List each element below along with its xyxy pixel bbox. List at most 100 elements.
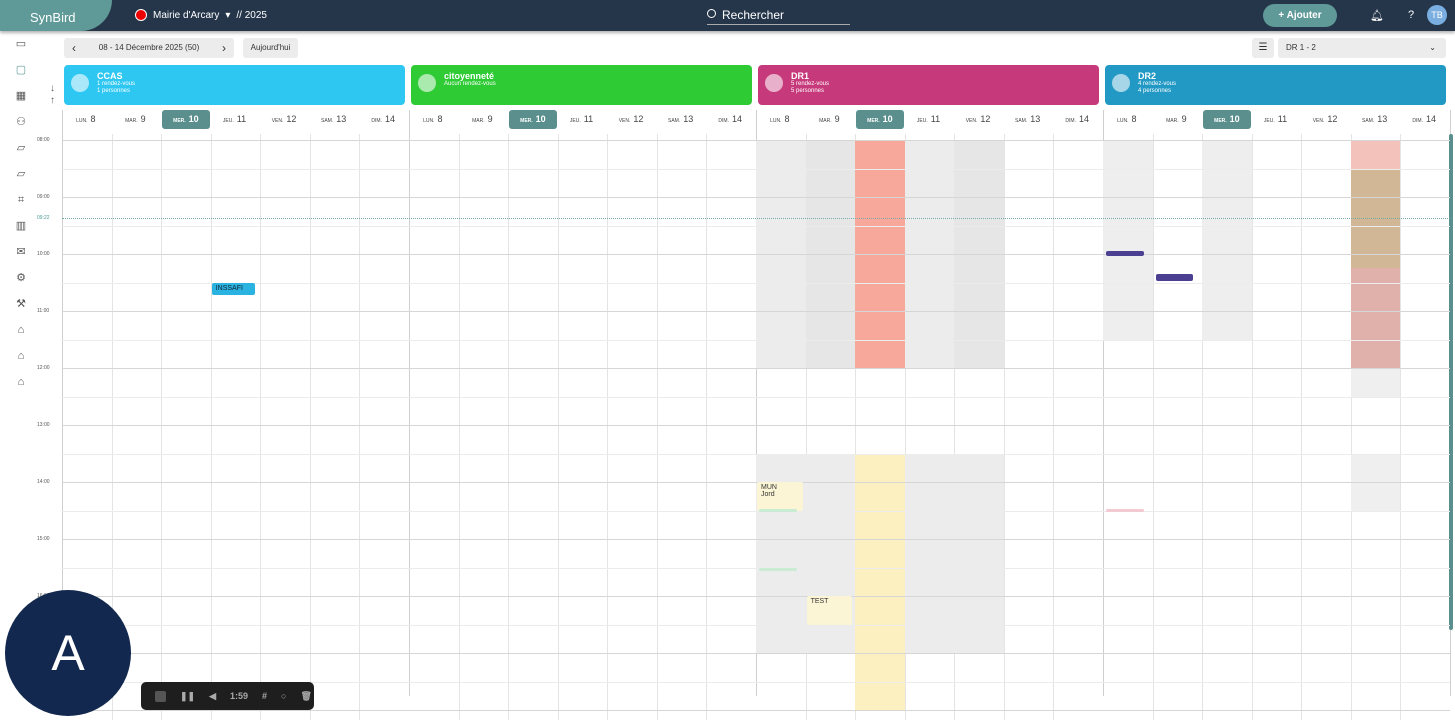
day-header[interactable]: MAR. 9 xyxy=(459,110,507,129)
day-header[interactable]: MER. 10 xyxy=(1203,110,1251,129)
day-divider xyxy=(1053,134,1055,720)
day-header[interactable]: JEU. 11 xyxy=(1252,110,1300,129)
graduation-icon[interactable]: ⌂ xyxy=(17,324,25,336)
folder-icon[interactable]: ▱ xyxy=(16,168,26,180)
day-number: 10 xyxy=(1229,114,1240,124)
day-header[interactable]: SAM. 13 xyxy=(310,110,358,129)
today-button[interactable]: Aujourd'hui xyxy=(243,38,298,58)
mute-icon[interactable]: ◀ xyxy=(209,690,217,701)
day-header[interactable]: MAR. 9 xyxy=(1153,110,1201,129)
day-header[interactable]: MER. 10 xyxy=(856,110,904,129)
availability-block xyxy=(1350,268,1401,368)
appointment[interactable] xyxy=(1155,273,1194,281)
scan-icon[interactable]: ⌗ xyxy=(17,194,25,206)
day-header[interactable]: DIM. 14 xyxy=(359,110,407,129)
appointment[interactable] xyxy=(1106,508,1144,513)
appointment[interactable]: MUN Jord xyxy=(757,482,803,511)
group-summary: Aucun rendez-vous xyxy=(444,81,496,87)
availability-block xyxy=(1350,368,1401,397)
hour-label: 12:00 xyxy=(37,365,50,371)
dashboard-icon[interactable]: ▦ xyxy=(15,90,27,102)
group-summary: 4 personnes xyxy=(1138,88,1172,94)
users-icon[interactable]: ⚇ xyxy=(16,116,26,128)
day-number: 8 xyxy=(1131,114,1137,124)
day-header[interactable]: JEU. 11 xyxy=(211,110,259,129)
day-divider xyxy=(359,134,361,720)
day-divider xyxy=(161,134,163,720)
day-number: 9 xyxy=(487,114,493,124)
search-input[interactable]: Rechercher xyxy=(707,6,850,25)
group-card-3[interactable]: DR2 4 rendez-vous 4 personnes xyxy=(1105,65,1446,105)
day-header[interactable]: DIM. 14 xyxy=(1053,110,1101,129)
calendar-icon[interactable]: ▢ xyxy=(15,64,27,76)
next-week-button[interactable]: › xyxy=(222,41,226,55)
day-divider xyxy=(756,110,757,696)
gear-icon[interactable]: ⚙ xyxy=(16,272,26,284)
mail-icon[interactable]: ✉ xyxy=(16,246,26,258)
hour-label: 11:00 xyxy=(37,308,50,314)
day-divider xyxy=(1202,134,1204,720)
grid-icon[interactable]: # xyxy=(262,691,268,701)
scrollbar[interactable] xyxy=(1449,134,1453,630)
appointment[interactable] xyxy=(759,508,797,513)
appointment[interactable]: TEST xyxy=(806,596,853,625)
chart-icon[interactable]: ▥ xyxy=(15,220,27,232)
day-header[interactable]: VEN. 12 xyxy=(607,110,655,129)
settings-sliders-icon[interactable]: ☰ xyxy=(1252,38,1274,58)
day-header[interactable]: VEN. 12 xyxy=(954,110,1002,129)
add-button[interactable]: + Ajouter xyxy=(1263,4,1337,27)
day-divider xyxy=(1400,134,1402,720)
day-header[interactable]: MER. 10 xyxy=(162,110,210,129)
bell-icon[interactable]: 🔔︎ xyxy=(1370,10,1384,22)
day-header[interactable]: MER. 10 xyxy=(509,110,557,129)
logo[interactable]: SynBird xyxy=(0,0,112,31)
collapse-arrows-icon[interactable]: ↓ ↑ xyxy=(50,83,55,106)
day-header[interactable]: JEU. 11 xyxy=(558,110,606,129)
day-abbr: MAR. xyxy=(125,118,138,124)
group-card-1[interactable]: citoyenneté Aucun rendez-vous xyxy=(411,65,752,105)
day-header[interactable]: VEN. 12 xyxy=(1301,110,1349,129)
day-header[interactable]: LUN. 8 xyxy=(1103,110,1151,129)
stop-button[interactable] xyxy=(155,690,166,702)
day-abbr: DIM. xyxy=(718,118,729,124)
day-header[interactable]: MAR. 9 xyxy=(112,110,160,129)
bank-icon[interactable]: ⌂ xyxy=(17,350,25,362)
trash-icon[interactable]: 🗑︎ xyxy=(300,690,312,701)
appointment[interactable] xyxy=(759,567,797,571)
day-divider xyxy=(954,134,956,720)
day-abbr: DIM. xyxy=(1065,118,1076,124)
overlay-avatar: A xyxy=(5,590,131,716)
help-icon[interactable]: ? xyxy=(1408,9,1415,21)
ticket-icon[interactable]: ▭ xyxy=(15,38,27,50)
appointment[interactable]: INSSAFI xyxy=(211,282,255,296)
bank-icon[interactable]: ⌂ xyxy=(17,376,25,388)
day-abbr: LUN. xyxy=(1117,118,1129,124)
resource-filter-select[interactable]: DR 1 - 2 ⌄ xyxy=(1278,38,1446,58)
avatar[interactable]: TB xyxy=(1427,5,1447,25)
day-header[interactable]: VEN. 12 xyxy=(260,110,308,129)
day-header[interactable]: DIM. 14 xyxy=(706,110,754,129)
group-card-2[interactable]: DR1 5 rendez-vous 5 personnes xyxy=(758,65,1099,105)
grid-line xyxy=(62,482,1450,483)
day-header[interactable]: SAM. 13 xyxy=(1004,110,1052,129)
day-header[interactable]: LUN. 8 xyxy=(756,110,804,129)
day-header[interactable]: LUN. 8 xyxy=(409,110,457,129)
day-header[interactable]: SAM. 13 xyxy=(657,110,705,129)
pause-button[interactable]: ❚❚ xyxy=(180,690,196,701)
prev-week-button[interactable]: ‹ xyxy=(72,41,76,55)
appointment[interactable] xyxy=(1106,251,1144,256)
day-header[interactable]: DIM. 14 xyxy=(1400,110,1448,129)
day-header[interactable]: JEU. 11 xyxy=(905,110,953,129)
folder-icon[interactable]: ▱ xyxy=(16,142,26,154)
group-name: CCAS xyxy=(97,71,123,81)
hour-label: 09:00 xyxy=(37,194,50,200)
day-header[interactable]: LUN. 8 xyxy=(62,110,110,129)
day-header[interactable]: SAM. 13 xyxy=(1351,110,1399,129)
organization-selector[interactable]: Mairie d'Arcary ▾// 2025 xyxy=(135,9,267,21)
availability-block xyxy=(1103,140,1153,340)
day-header[interactable]: MAR. 9 xyxy=(806,110,854,129)
group-card-0[interactable]: CCAS 1 rendez-vous 1 personnes xyxy=(64,65,405,105)
grid-line xyxy=(62,282,1450,284)
wrench-icon[interactable]: ⚒ xyxy=(16,298,26,310)
restart-icon[interactable]: ○ xyxy=(281,691,287,701)
